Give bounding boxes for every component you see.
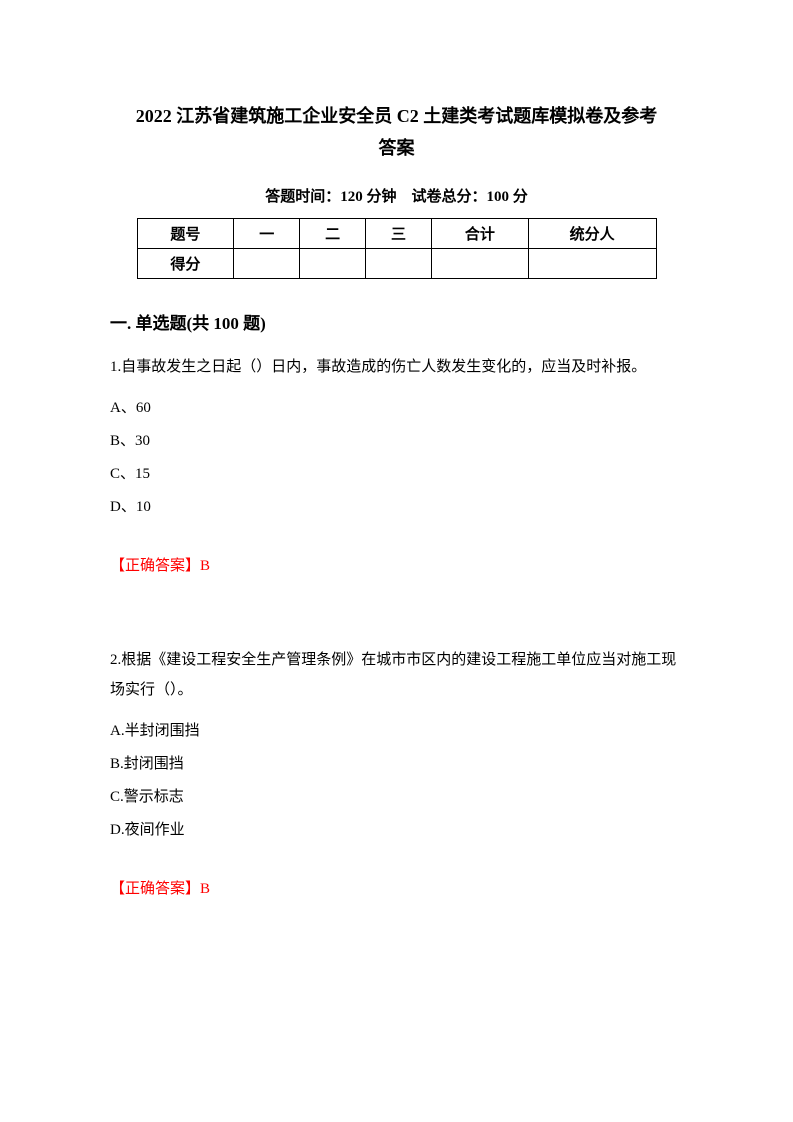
question-option: D.夜间作业 xyxy=(110,814,683,847)
question-block: 2.根据《建设工程安全生产管理条例》在城市市区内的建设工程施工单位应当对施工现场… xyxy=(110,645,683,898)
table-header: 合计 xyxy=(432,218,529,248)
table-row: 得分 xyxy=(137,248,656,278)
question-option: A.半封闭围挡 xyxy=(110,715,683,748)
table-header: 统分人 xyxy=(528,218,656,248)
table-cell xyxy=(366,248,432,278)
question-option: C、15 xyxy=(110,458,683,491)
correct-answer: 【正确答案】B xyxy=(110,554,683,575)
table-cell xyxy=(300,248,366,278)
exam-info: 答题时间：120 分钟 试卷总分：100 分 xyxy=(110,185,683,206)
table-header: 三 xyxy=(366,218,432,248)
table-cell xyxy=(234,248,300,278)
question-option: B、30 xyxy=(110,425,683,458)
table-header: 题号 xyxy=(137,218,234,248)
question-option: C.警示标志 xyxy=(110,781,683,814)
correct-answer: 【正确答案】B xyxy=(110,877,683,898)
question-block: 1.自事故发生之日起（）日内，事故造成的伤亡人数发生变化的，应当及时补报。 A、… xyxy=(110,352,683,575)
table-header: 二 xyxy=(300,218,366,248)
table-header-row: 题号 一 二 三 合计 统分人 xyxy=(137,218,656,248)
question-option: D、10 xyxy=(110,491,683,524)
question-text: 1.自事故发生之日起（）日内，事故造成的伤亡人数发生变化的，应当及时补报。 xyxy=(110,352,683,382)
table-header: 一 xyxy=(234,218,300,248)
document-title: 2022 江苏省建筑施工企业安全员 C2 土建类考试题库模拟卷及参考 答案 xyxy=(110,100,683,165)
question-option: B.封闭围挡 xyxy=(110,748,683,781)
title-line-1: 2022 江苏省建筑施工企业安全员 C2 土建类考试题库模拟卷及参考 xyxy=(110,100,683,132)
question-option: A、60 xyxy=(110,392,683,425)
section-heading: 一. 单选题(共 100 题) xyxy=(110,309,683,334)
title-line-2: 答案 xyxy=(110,132,683,164)
score-table: 题号 一 二 三 合计 统分人 得分 xyxy=(137,218,657,279)
table-cell: 得分 xyxy=(137,248,234,278)
question-text: 2.根据《建设工程安全生产管理条例》在城市市区内的建设工程施工单位应当对施工现场… xyxy=(110,645,683,705)
table-cell xyxy=(432,248,529,278)
table-cell xyxy=(528,248,656,278)
